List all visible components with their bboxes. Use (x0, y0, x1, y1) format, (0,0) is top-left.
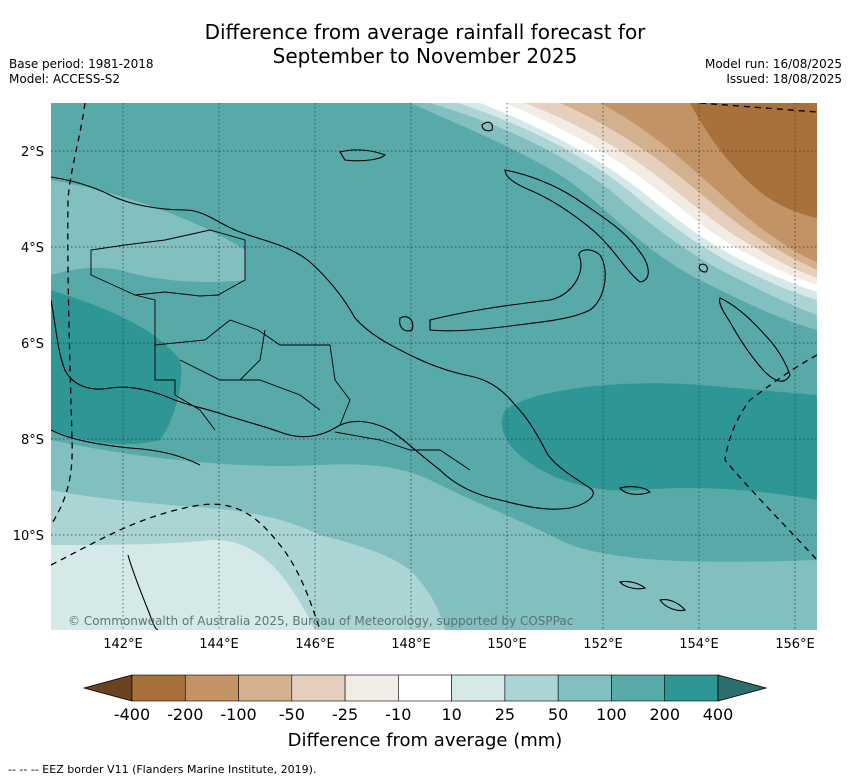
meta-right: Model run: 16/08/2025 Issued: 18/08/2025 (705, 57, 842, 87)
colorbar-tick-label: 10 (441, 705, 461, 724)
lon-label: 146°E (295, 637, 335, 652)
colorbar-segment (504, 674, 559, 702)
colorbar-extend-low (82, 674, 133, 702)
lon-label: 148°E (391, 637, 431, 652)
colorbar-segment (344, 674, 399, 702)
colorbar-tick-label: 50 (548, 705, 568, 724)
eez-borders (51, 103, 817, 630)
colorbar-segment (611, 674, 666, 702)
colorbar-tick-label: 200 (649, 705, 680, 724)
base-period-text: Base period: 1981-2018 (9, 57, 154, 71)
issued-text: Issued: 18/08/2025 (726, 72, 842, 86)
model-run-text: Model run: 16/08/2025 (704, 57, 842, 71)
colorbar-segment (131, 674, 186, 702)
lon-label: 152°E (583, 637, 623, 652)
colorbar-segment (291, 674, 346, 702)
meta-left: Base period: 1981-2018 Model: ACCESS-S2 (9, 57, 154, 87)
lat-label: 8°S (21, 433, 44, 448)
coastlines (51, 121, 791, 630)
lat-label: 2°S (21, 145, 44, 160)
colorbar-tick-label: -400 (114, 705, 150, 724)
contour-10-south (51, 539, 315, 630)
colorbar-segment (557, 674, 612, 702)
colorbar-label: Difference from average (mm) (287, 730, 563, 751)
contour-field (51, 103, 817, 630)
copyright-text: © Commonwealth of Australia 2025, Bureau… (68, 614, 574, 628)
colorbar: -400 -200 -100 -50 -25 -10 10 25 50 100 200 400 (82, 674, 768, 724)
colorbar-tick-label: -25 (332, 705, 358, 724)
colorbar-segment (238, 674, 293, 702)
lat-labels: 2°S 4°S 6°S 8°S 10°S (13, 145, 44, 544)
map-title-line2: September to November 2025 (272, 44, 578, 68)
contour-50-west (51, 180, 245, 282)
colorbar-tick-label: -200 (167, 705, 203, 724)
colorbar-tick-label: -10 (385, 705, 411, 724)
lon-label: 156°E (775, 637, 815, 652)
contour-neg200-northeast (690, 103, 817, 218)
lon-labels: 142°E 144°E 146°E 148°E 150°E 152°E 154°… (103, 637, 815, 652)
colorbar-segment (664, 674, 719, 702)
colorbar-tick-label: -50 (279, 705, 305, 724)
colorbar-segment (451, 674, 506, 702)
contour-200-east (501, 383, 817, 500)
eez-legend-note: -- -- -- EEZ border V11 (Flanders Marine… (8, 763, 317, 776)
lat-label: 4°S (21, 241, 44, 256)
colorbar-tick-label: 100 (596, 705, 627, 724)
contour-200-west (51, 290, 182, 445)
admin-borders (90, 229, 471, 471)
lat-label: 6°S (21, 337, 44, 352)
lat-label: 10°S (13, 529, 44, 544)
map-title-line1: Difference from average rainfall forecas… (204, 20, 646, 44)
colorbar-tick-label: 25 (495, 705, 515, 724)
colorbar-segment (398, 674, 452, 702)
colorbar-tick-label: -100 (220, 705, 256, 724)
lon-label: 150°E (487, 637, 527, 652)
lon-label: 144°E (199, 637, 239, 652)
colorbar-segment (184, 674, 239, 702)
model-text: Model: ACCESS-S2 (9, 72, 121, 86)
lon-label: 154°E (679, 637, 719, 652)
lon-label: 142°E (103, 637, 143, 652)
colorbar-tick-label: 400 (703, 705, 734, 724)
colorbar-extend-high (717, 674, 768, 702)
